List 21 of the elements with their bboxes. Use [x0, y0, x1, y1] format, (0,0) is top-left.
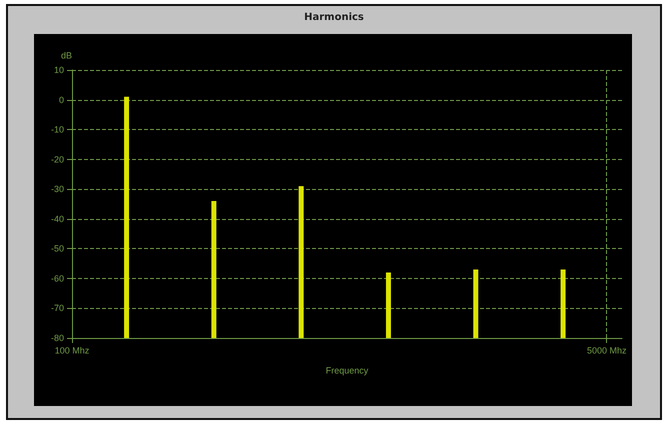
bar — [386, 272, 391, 338]
y-tick-label: -60 — [50, 273, 64, 284]
y-tick-label: 10 — [54, 65, 64, 75]
bar — [560, 270, 566, 338]
y-tick-label: -20 — [50, 154, 64, 164]
y-tick-label: -10 — [50, 124, 64, 135]
bar — [124, 96, 130, 338]
y-tick-label: -50 — [50, 244, 64, 254]
chart-title: Harmonics — [303, 12, 365, 23]
bar — [473, 270, 478, 338]
bar — [211, 201, 216, 338]
x-tick-label: 100 Mhz — [54, 346, 90, 356]
bar — [298, 186, 304, 338]
y-axis-title: dB — [60, 50, 72, 60]
x-axis-title: Frequency — [326, 366, 369, 376]
y-tick-label: -40 — [50, 214, 64, 224]
y-tick-label: 0 — [58, 94, 64, 105]
y-tick-label: -80 — [50, 333, 64, 343]
y-tick-label: -30 — [50, 184, 64, 194]
x-tick-label: 5000 Mhz — [586, 346, 627, 356]
y-tick-label: -70 — [50, 303, 64, 314]
